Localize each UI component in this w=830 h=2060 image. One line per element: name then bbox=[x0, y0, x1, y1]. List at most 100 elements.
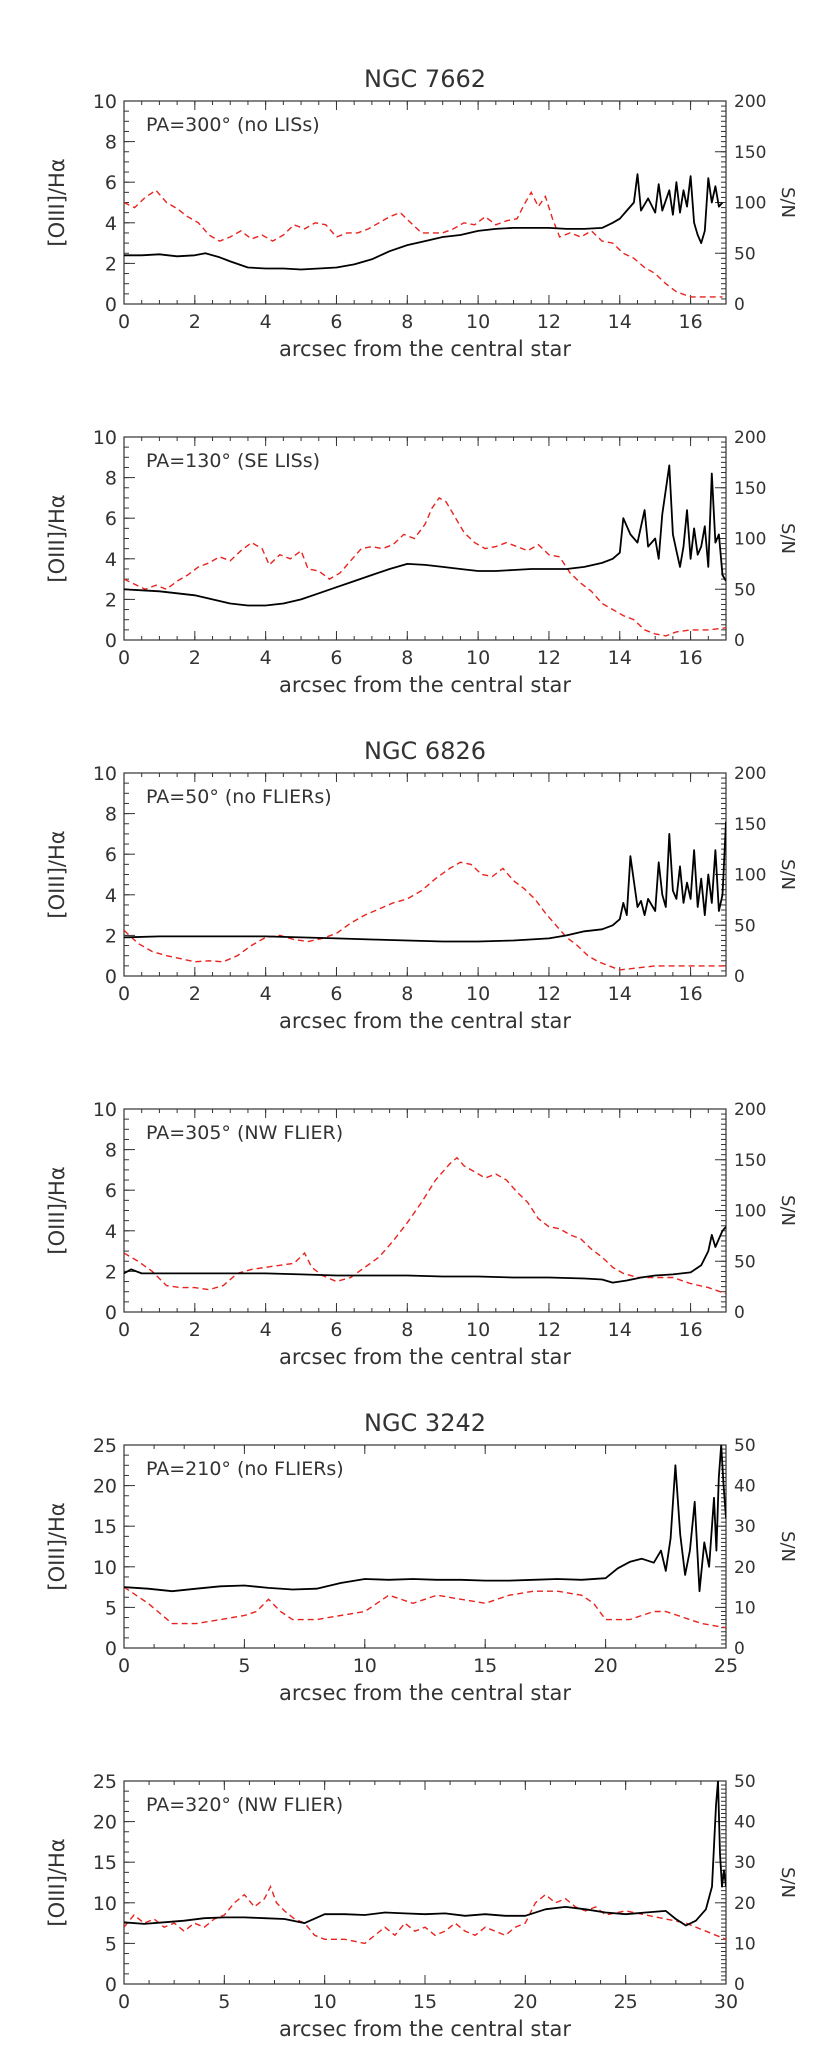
x-tick-label: 6 bbox=[330, 311, 342, 333]
y-tick-label: 4 bbox=[105, 549, 117, 571]
y2-tick-label: 150 bbox=[734, 143, 766, 163]
x-tick-label: 16 bbox=[678, 311, 702, 333]
x-tick-label: 16 bbox=[678, 1319, 702, 1341]
x-tick-label: 6 bbox=[330, 647, 342, 669]
y2-tick-label: 20 bbox=[734, 1558, 756, 1578]
y-tick-label: 4 bbox=[105, 1221, 117, 1243]
y2-tick-label: 50 bbox=[734, 244, 756, 264]
y2-tick-label: 150 bbox=[734, 815, 766, 835]
sn-series-line bbox=[124, 1586, 726, 1629]
y-tick-label: 0 bbox=[105, 1638, 117, 1660]
x-tick-label: 4 bbox=[260, 311, 272, 333]
sn-series-line bbox=[124, 1156, 726, 1295]
ratio-series-line bbox=[124, 1226, 726, 1284]
ratio-series-line bbox=[124, 173, 724, 271]
y-tick-label: 20 bbox=[93, 1476, 117, 1498]
y2-tick-label: 30 bbox=[734, 1517, 756, 1537]
x-tick-label: 20 bbox=[594, 1655, 618, 1677]
y2-axis-label: S/N bbox=[777, 187, 798, 218]
x-tick-label: 10 bbox=[466, 1319, 490, 1341]
y2-tick-label: 50 bbox=[734, 1252, 756, 1272]
y2-tick-label: 50 bbox=[734, 580, 756, 600]
x-tick-label: 2 bbox=[189, 983, 201, 1005]
x-axis-label: arcsec from the central star bbox=[279, 337, 571, 361]
x-tick-label: 10 bbox=[466, 647, 490, 669]
y-tick-label: 15 bbox=[93, 1516, 117, 1538]
y2-tick-label: 40 bbox=[734, 1813, 756, 1833]
x-tick-label: 0 bbox=[118, 311, 130, 333]
y2-tick-label: 20 bbox=[734, 1894, 756, 1914]
x-tick-label: 2 bbox=[189, 647, 201, 669]
x-tick-label: 8 bbox=[401, 647, 413, 669]
panel-annotation: PA=320° (NW FLIER) bbox=[146, 1794, 343, 1816]
y2-tick-label: 200 bbox=[734, 428, 766, 448]
x-tick-label: 0 bbox=[118, 647, 130, 669]
x-tick-label: 25 bbox=[614, 1991, 638, 2013]
x-tick-label: 5 bbox=[218, 1991, 230, 2013]
x-tick-label: 12 bbox=[537, 647, 561, 669]
x-tick-label: 30 bbox=[714, 1991, 738, 2013]
x-tick-label: 20 bbox=[513, 1991, 537, 2013]
x-tick-label: 14 bbox=[608, 311, 632, 333]
y-tick-label: 10 bbox=[93, 427, 117, 449]
y2-tick-label: 50 bbox=[734, 916, 756, 936]
x-tick-label: 10 bbox=[313, 1991, 337, 2013]
x-tick-label: 8 bbox=[401, 983, 413, 1005]
x-tick-label: 16 bbox=[678, 983, 702, 1005]
panel-title: NGC 6826 bbox=[364, 737, 486, 765]
y-tick-label: 4 bbox=[105, 213, 117, 235]
x-axis-label: arcsec from the central star bbox=[279, 673, 571, 697]
x-tick-label: 25 bbox=[714, 1655, 738, 1677]
y2-tick-label: 150 bbox=[734, 1151, 766, 1171]
panel-annotation: PA=305° (NW FLIER) bbox=[146, 1122, 343, 1144]
x-tick-label: 12 bbox=[537, 983, 561, 1005]
panel-annotation: PA=50° (no FLIERs) bbox=[146, 786, 332, 808]
x-tick-label: 0 bbox=[118, 1655, 130, 1677]
y2-tick-label: 100 bbox=[734, 194, 766, 214]
y-tick-label: 0 bbox=[105, 1302, 117, 1324]
x-tick-label: 0 bbox=[118, 1991, 130, 2013]
panel-title: NGC 3242 bbox=[364, 1409, 486, 1437]
y2-axis-label: S/N bbox=[777, 1867, 798, 1898]
x-axis-label: arcsec from the central star bbox=[279, 1009, 571, 1033]
y-tick-label: 5 bbox=[105, 1597, 117, 1619]
y2-tick-label: 100 bbox=[734, 1202, 766, 1222]
y2-tick-label: 30 bbox=[734, 1853, 756, 1873]
ratio-series-line bbox=[124, 1781, 726, 1927]
y2-axis-label: S/N bbox=[777, 1531, 798, 1562]
x-axis-label: arcsec from the central star bbox=[279, 1681, 571, 1705]
x-tick-label: 2 bbox=[189, 1319, 201, 1341]
panel-annotation: PA=300° (no LISs) bbox=[146, 114, 320, 136]
y-axis-label: [OIII]/Hα bbox=[45, 1838, 69, 1926]
y2-tick-label: 200 bbox=[734, 764, 766, 784]
x-tick-label: 2 bbox=[189, 311, 201, 333]
x-tick-label: 4 bbox=[260, 647, 272, 669]
y2-tick-label: 0 bbox=[734, 1975, 745, 1995]
y2-tick-label: 10 bbox=[734, 1598, 756, 1618]
panel-title: NGC 7662 bbox=[364, 65, 486, 93]
x-tick-label: 5 bbox=[238, 1655, 250, 1677]
x-tick-label: 15 bbox=[473, 1655, 497, 1677]
y-tick-label: 10 bbox=[93, 1557, 117, 1579]
x-tick-label: 12 bbox=[537, 311, 561, 333]
x-tick-label: 12 bbox=[537, 1319, 561, 1341]
y-tick-label: 15 bbox=[93, 1852, 117, 1874]
y-axis-label: [OIII]/Hα bbox=[45, 494, 69, 582]
y-tick-label: 6 bbox=[105, 844, 117, 866]
y2-tick-label: 0 bbox=[734, 967, 745, 987]
y-tick-label: 8 bbox=[105, 468, 117, 490]
y2-tick-label: 0 bbox=[734, 295, 745, 315]
y2-tick-label: 150 bbox=[734, 479, 766, 499]
y2-tick-label: 200 bbox=[734, 1100, 766, 1120]
x-axis-label: arcsec from the central star bbox=[279, 2017, 571, 2041]
x-tick-label: 4 bbox=[260, 1319, 272, 1341]
x-tick-label: 6 bbox=[330, 1319, 342, 1341]
y2-tick-label: 50 bbox=[734, 1772, 756, 1792]
y-axis-label: [OIII]/Hα bbox=[45, 830, 69, 918]
y-tick-label: 5 bbox=[105, 1933, 117, 1955]
y2-axis-label: S/N bbox=[777, 859, 798, 890]
x-tick-label: 10 bbox=[353, 1655, 377, 1677]
ratio-series-line bbox=[124, 464, 726, 607]
y-tick-label: 25 bbox=[93, 1771, 117, 1793]
